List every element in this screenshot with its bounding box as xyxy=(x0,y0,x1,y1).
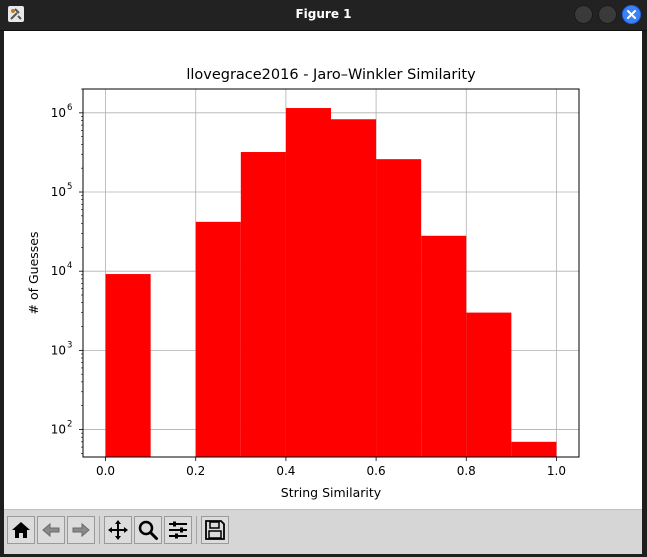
home-icon xyxy=(12,522,30,538)
figure-canvas[interactable]: 0.0 0.2 0.4 0.6 0.8 1.0 10 2 10 3 10 4 10 5 10 6 llove… xyxy=(4,31,642,509)
y-tick-label: 10 xyxy=(51,264,66,278)
x-tick-label: 1.0 xyxy=(547,464,566,478)
histogram-bar xyxy=(240,152,286,457)
histogram-bar xyxy=(511,441,557,457)
configure-subplots-button[interactable] xyxy=(164,516,192,544)
x-axis-ticks: 0.0 0.2 0.4 0.6 0.8 1.0 xyxy=(96,457,566,478)
histogram-bar xyxy=(421,235,467,457)
histogram-bar xyxy=(466,312,512,457)
navigation-toolbar xyxy=(4,509,642,554)
back-arrow-icon xyxy=(42,522,60,538)
x-tick-label: 0.6 xyxy=(367,464,386,478)
histogram-bar xyxy=(331,119,377,457)
x-tick-label: 0.0 xyxy=(96,464,115,478)
histogram-bar xyxy=(285,108,331,458)
window-title: Figure 1 xyxy=(295,7,352,21)
toolbar-separator xyxy=(196,516,197,544)
y-tick-exponent: 2 xyxy=(67,420,72,430)
app-icon xyxy=(8,6,24,22)
y-tick-exponent: 5 xyxy=(67,182,72,192)
toolbar-separator xyxy=(99,516,100,544)
pan-move-icon xyxy=(108,520,128,540)
back-button[interactable] xyxy=(37,516,65,544)
minimize-button[interactable] xyxy=(574,5,593,24)
home-button[interactable] xyxy=(7,516,35,544)
zoom-button[interactable] xyxy=(134,516,162,544)
x-tick-label: 0.8 xyxy=(457,464,476,478)
close-button[interactable] xyxy=(622,5,641,24)
y-axis-label: # of Guesses xyxy=(26,232,41,315)
x-tick-label: 0.4 xyxy=(276,464,295,478)
x-tick-label: 0.2 xyxy=(186,464,205,478)
maximize-button[interactable] xyxy=(598,5,617,24)
histogram-bar xyxy=(195,221,241,457)
axes-frame xyxy=(82,88,580,458)
chart-title: llovegrace2016 - Jaro–Winkler Similarity xyxy=(186,67,476,83)
histogram-bar xyxy=(376,159,422,457)
save-button[interactable] xyxy=(201,516,229,544)
y-tick-exponent: 4 xyxy=(67,261,72,271)
title-bar[interactable]: Figure 1 xyxy=(0,0,647,31)
y-tick-label: 10 xyxy=(51,343,66,357)
forward-arrow-icon xyxy=(72,522,90,538)
y-tick-label: 10 xyxy=(51,106,66,120)
save-floppy-icon xyxy=(205,520,225,540)
y-tick-label: 10 xyxy=(51,185,66,199)
forward-button[interactable] xyxy=(67,516,95,544)
histogram-bars xyxy=(105,108,557,458)
histogram-bar xyxy=(105,274,151,457)
y-tick-exponent: 3 xyxy=(67,340,72,350)
y-tick-exponent: 6 xyxy=(67,103,72,113)
zoom-magnifier-icon xyxy=(138,520,158,540)
x-axis-label: String Similarity xyxy=(281,485,382,500)
y-tick-label: 10 xyxy=(51,423,66,437)
close-icon xyxy=(627,10,636,19)
sliders-icon xyxy=(169,521,187,539)
pan-button[interactable] xyxy=(104,516,132,544)
